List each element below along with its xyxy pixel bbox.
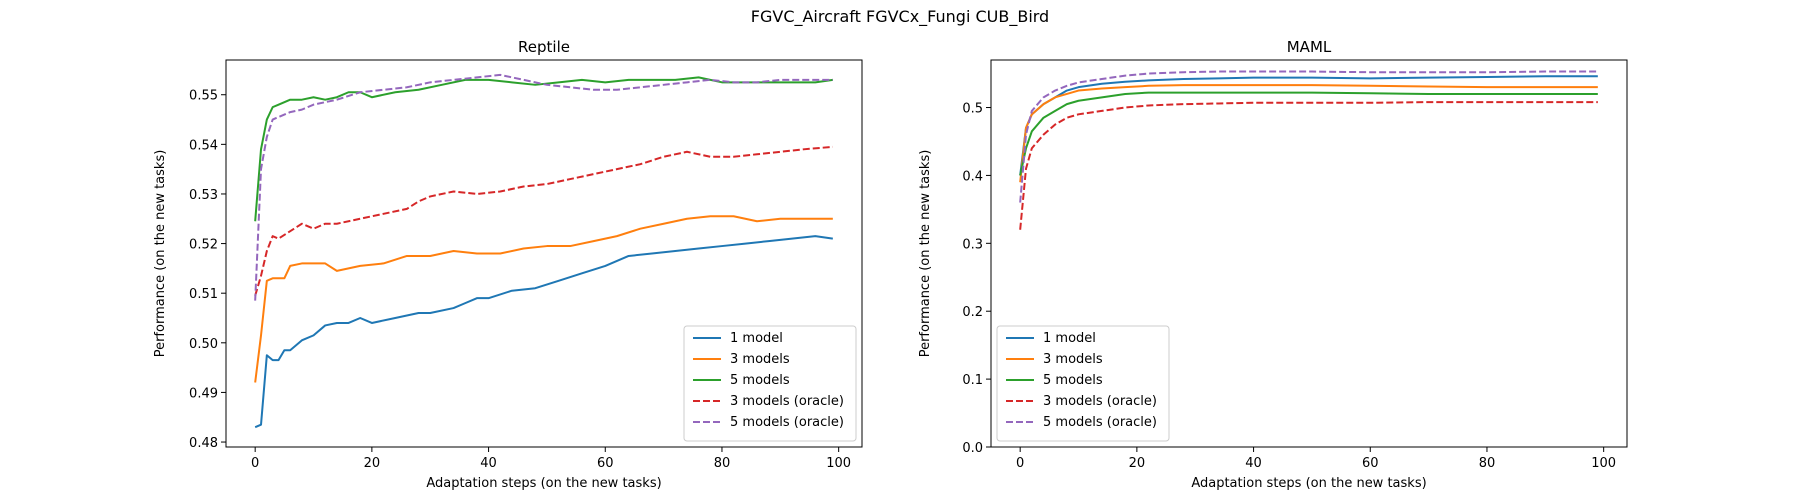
- y-tick-label: 0.48: [189, 436, 218, 451]
- legend-label: 3 models (oracle): [1043, 394, 1157, 409]
- x-axis-label: Adaptation steps (on the new tasks): [426, 476, 661, 491]
- legend: 1 model 3 models 5 models 3 models (oracle)…: [996, 325, 1170, 442]
- series-line-4: [1019, 101, 1598, 230]
- y-tick-label: 0.55: [189, 89, 218, 104]
- chart-title: MAML: [1287, 38, 1332, 56]
- y-tick-label: 0.53: [189, 188, 218, 203]
- series-line-5: [1019, 70, 1598, 203]
- x-axis-label: Adaptation steps (on the new tasks): [1191, 476, 1426, 491]
- x-tick-label: 80: [1479, 456, 1496, 471]
- legend-label: 5 models (oracle): [1043, 415, 1157, 430]
- legend-label: 3 models: [1043, 352, 1103, 367]
- legend-label: 3 models (oracle): [730, 394, 844, 409]
- y-tick-label: 0.54: [189, 138, 218, 153]
- y-axis-label: Performance (on the new tasks): [153, 150, 168, 358]
- legend-label: 5 models: [1043, 373, 1103, 388]
- series-line-3: [1019, 91, 1598, 176]
- y-tick-label: 0.4: [962, 169, 983, 184]
- x-tick-label: 60: [597, 456, 614, 471]
- legend-box: [996, 325, 1170, 442]
- x-tick-label: 60: [1362, 456, 1379, 471]
- x-tick-label: 80: [714, 456, 731, 471]
- figure-suptitle: FGVC_Aircraft FGVCx_Fungi CUB_Bird: [751, 7, 1049, 27]
- y-tick-label: 0.51: [189, 287, 218, 302]
- series-line-2: [1019, 84, 1598, 183]
- y-tick-label: 0.52: [189, 238, 218, 253]
- legend-label: 5 models: [730, 373, 790, 388]
- series-line-4: [254, 145, 833, 296]
- legend-label: 1 model: [730, 331, 783, 346]
- y-tick-label: 0.3: [962, 237, 983, 252]
- y-tick-label: 0.50: [189, 337, 218, 352]
- series-line-1: [1019, 75, 1598, 176]
- maml-chart: MAML 0 20 40 60 80 100 0.0 0.1 0.2 0.3 0.4 0.5 Adapta…: [918, 38, 1628, 491]
- series-line-2: [254, 215, 833, 383]
- plot-frame: [225, 59, 863, 448]
- y-tick-label: 0.2: [962, 305, 983, 320]
- legend-box: [683, 325, 857, 442]
- plot-frame: [990, 59, 1628, 448]
- y-tick-label: 0.49: [189, 386, 218, 401]
- legend-label: 5 models (oracle): [730, 415, 844, 430]
- legend: 1 model 3 models 5 models 3 models (oracle)…: [683, 325, 857, 442]
- reptile-chart: Reptile 0 20 40 60 80 100 0.48 0.49 0.50 0.51 0.52 0…: [153, 38, 863, 491]
- x-tick-label: 100: [826, 456, 851, 471]
- chart-title: Reptile: [518, 38, 570, 56]
- series-line-1: [254, 235, 833, 429]
- x-tick-label: 0: [251, 456, 259, 471]
- y-tick-label: 0.5: [962, 102, 983, 117]
- y-tick-label: 0.1: [962, 373, 983, 388]
- series-line-5: [254, 73, 833, 301]
- series-group: [1019, 70, 1598, 230]
- legend-label: 1 model: [1043, 331, 1096, 346]
- y-tick-label: 0.0: [962, 441, 983, 456]
- x-tick-label: 20: [364, 456, 381, 471]
- x-tick-label: 100: [1591, 456, 1616, 471]
- legend-label: 3 models: [730, 352, 790, 367]
- x-tick-label: 40: [1245, 456, 1262, 471]
- x-tick-label: 40: [480, 456, 497, 471]
- x-tick-label: 0: [1016, 456, 1024, 471]
- y-axis-label: Performance (on the new tasks): [918, 150, 933, 358]
- series-group: [254, 73, 833, 429]
- x-tick-label: 20: [1129, 456, 1146, 471]
